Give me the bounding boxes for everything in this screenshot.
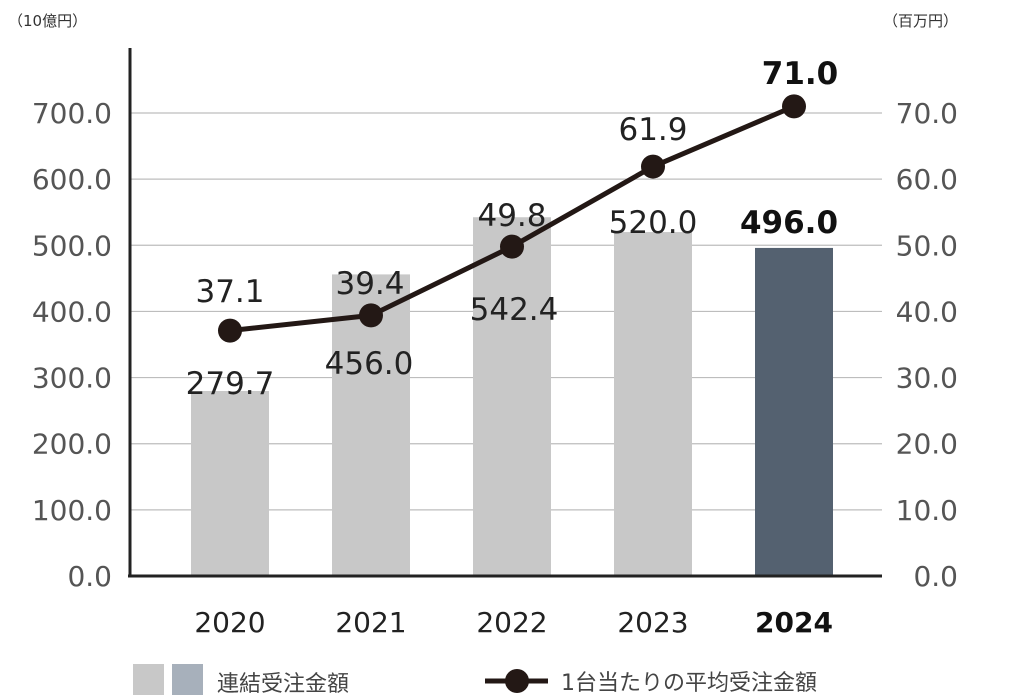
right-tick-label: 60.0 [896, 163, 958, 196]
legend-line-marker [505, 669, 529, 693]
right-tick-label: 50.0 [896, 229, 958, 262]
legend: 連結受注金額 1台当たりの平均受注金額 [133, 664, 817, 697]
legend-bar-swatch-gray [133, 664, 164, 695]
line-value-label-2022: 49.8 [477, 198, 546, 234]
category-label-2023: 2023 [617, 606, 688, 639]
category-label-2020: 2020 [194, 606, 265, 639]
right-tick-label: 20.0 [896, 428, 958, 461]
bar-2023 [614, 232, 692, 577]
line-point-2020 [218, 318, 242, 343]
left-tick-label: 400.0 [32, 295, 112, 328]
left-tick-label: 0.0 [67, 560, 112, 593]
right-tick-label: 0.0 [913, 560, 958, 593]
left-tick-label: 600.0 [32, 163, 112, 196]
line-value-label-2021: 39.4 [335, 266, 404, 302]
legend-bar-swatch-blue [172, 664, 203, 695]
bar-value-label-2024: 496.0 [740, 205, 838, 241]
line-point-2021 [359, 303, 383, 328]
right-tick-label: 30.0 [896, 362, 958, 395]
bar-value-label-2022: 542.4 [470, 292, 559, 328]
right-axis-unit: （百万円） [883, 12, 958, 30]
data-labels: 279.7 456.0 542.4 520.0 496.0 37.1 39.4 49.8 61.… [186, 56, 839, 402]
line-value-label-2024: 71.0 [762, 56, 839, 92]
category-label-2022: 2022 [476, 606, 547, 639]
right-tick-label: 70.0 [896, 97, 958, 130]
line-series [218, 94, 806, 343]
left-tick-label: 700.0 [32, 97, 112, 130]
bars [191, 217, 833, 577]
left-tick-label: 300.0 [32, 362, 112, 395]
left-tick-label: 500.0 [32, 229, 112, 262]
right-tick-label: 10.0 [896, 494, 958, 527]
line-value-label-2020: 37.1 [195, 274, 264, 310]
bar-value-label-2023: 520.0 [609, 205, 698, 241]
bar-2020 [191, 390, 269, 576]
left-tick-label: 200.0 [32, 428, 112, 461]
bar-2024 [755, 247, 833, 576]
category-label-2024: 2024 [755, 606, 833, 639]
category-label-2021: 2021 [335, 606, 406, 639]
line-point-2024 [782, 94, 806, 119]
axes: 0.0 100.0 200.0 300.0 400.0 500.0 600.0 700.0 0.… [8, 12, 958, 639]
left-tick-label: 100.0 [32, 494, 112, 527]
legend-bar-label: 連結受注金額 [217, 672, 349, 697]
bar-value-label-2021: 456.0 [325, 346, 414, 382]
right-tick-label: 40.0 [896, 295, 958, 328]
line-point-2022 [500, 234, 524, 259]
line-point-2023 [641, 154, 665, 179]
line-value-label-2023: 61.9 [618, 112, 687, 148]
left-axis-unit: （10億円） [8, 12, 87, 30]
legend-line-label: 1台当たりの平均受注金額 [561, 671, 817, 696]
bar-2022 [473, 217, 551, 576]
bar-value-label-2020: 279.7 [186, 366, 275, 402]
